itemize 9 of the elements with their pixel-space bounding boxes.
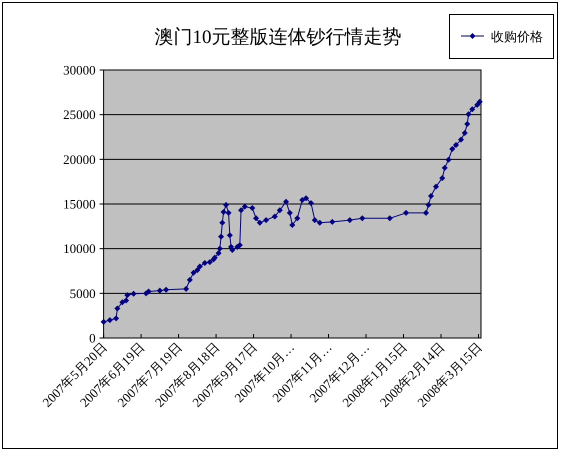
- legend-label: 收购价格: [491, 29, 543, 44]
- y-tick-label: 30000: [63, 62, 96, 78]
- y-tick-label: 0: [89, 330, 96, 346]
- y-tick-label: 5000: [70, 286, 96, 301]
- y-tick-label: 10000: [63, 241, 96, 256]
- y-tick-label: 15000: [63, 196, 96, 212]
- chart-title: 澳门10元整版连体钞行情走势: [154, 26, 402, 48]
- y-tick-label: 20000: [63, 152, 96, 167]
- y-tick-label: 25000: [63, 107, 96, 122]
